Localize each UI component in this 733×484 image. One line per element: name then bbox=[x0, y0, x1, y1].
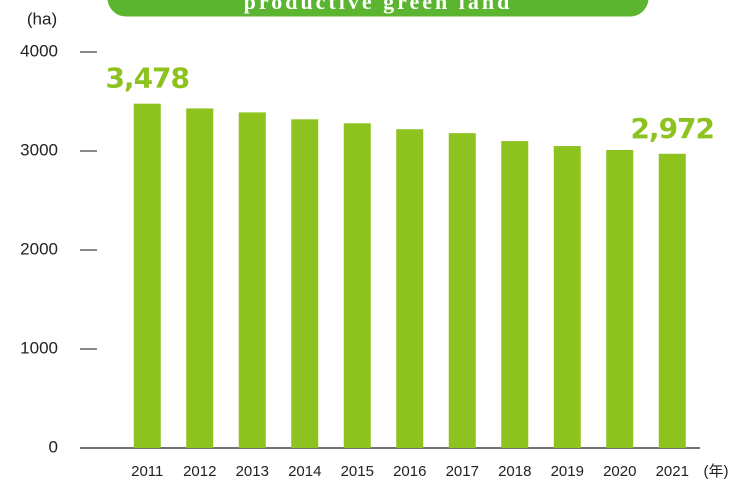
x-tick-label: 2013 bbox=[236, 463, 269, 480]
x-tick-label: 2021 bbox=[656, 463, 689, 480]
x-tick-label: 2015 bbox=[341, 463, 374, 480]
y-tick-label: 4000 bbox=[20, 41, 58, 60]
bar bbox=[186, 108, 214, 449]
y-tick-label: 0 bbox=[49, 437, 58, 456]
x-tick-label: 2012 bbox=[183, 463, 216, 480]
bar bbox=[343, 123, 371, 448]
y-tick-label: 3000 bbox=[20, 140, 58, 159]
bar bbox=[133, 103, 161, 448]
y-tick-label: 2000 bbox=[20, 239, 58, 258]
bar bbox=[238, 112, 266, 448]
chart-title: productive green land bbox=[244, 0, 513, 14]
x-tick-label: 2011 bbox=[131, 463, 163, 480]
x-tick-label: 2019 bbox=[551, 463, 584, 480]
x-tick-label: 2017 bbox=[446, 463, 479, 480]
x-tick-label: 2018 bbox=[498, 463, 531, 480]
bar bbox=[658, 153, 686, 448]
value-label: 2,972 bbox=[630, 112, 714, 145]
title-banner bbox=[104, 0, 652, 20]
y-axis-label: (ha) bbox=[27, 9, 57, 28]
x-tick-label: 2014 bbox=[288, 463, 321, 480]
value-label: 3,478 bbox=[105, 62, 189, 95]
x-tick-label: 2020 bbox=[603, 463, 636, 480]
bar bbox=[501, 141, 529, 448]
bar bbox=[448, 133, 476, 448]
bar bbox=[553, 146, 581, 449]
y-tick-label: 1000 bbox=[20, 338, 58, 357]
bar bbox=[396, 129, 424, 448]
x-tick-label: 2016 bbox=[393, 463, 426, 480]
x-axis-label: (年) bbox=[704, 463, 729, 480]
bar bbox=[291, 119, 319, 448]
bar bbox=[606, 150, 634, 448]
